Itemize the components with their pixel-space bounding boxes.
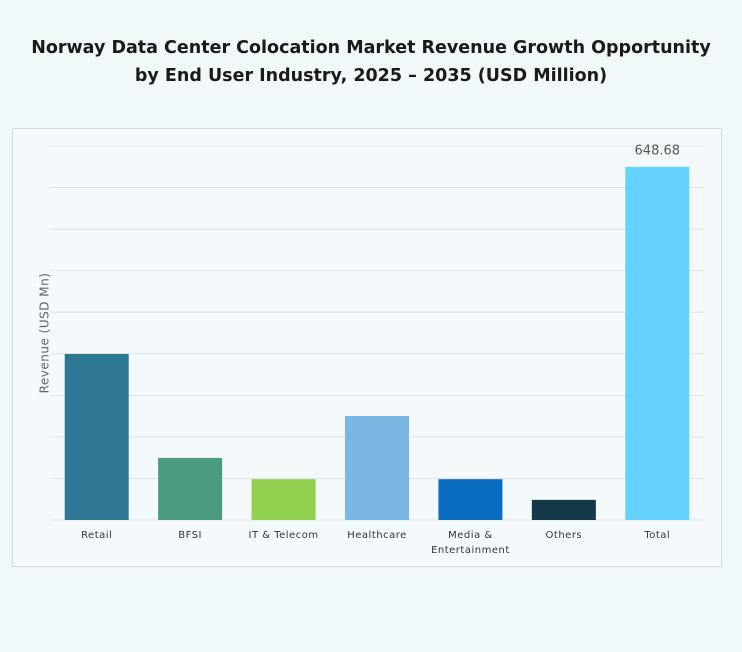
x-tick-label: Healthcare	[347, 530, 407, 541]
x-tick-label: Retail	[81, 530, 113, 541]
bar	[64, 353, 129, 520]
x-tick-label: BFSI	[178, 530, 202, 541]
x-tick-label: Total	[644, 530, 671, 541]
value-label: 648.68	[635, 143, 681, 158]
x-tick-label: IT & Telecom	[248, 530, 319, 541]
chart-title: Norway Data Center Colocation Market Rev…	[31, 38, 711, 86]
bar	[625, 166, 690, 520]
bar	[345, 416, 409, 520]
x-tick-label: Others	[545, 530, 583, 541]
y-axis-label: Revenue (USD Mn)	[38, 273, 52, 394]
bar	[438, 479, 503, 520]
bar	[158, 457, 223, 520]
bar	[531, 499, 596, 520]
bar	[251, 479, 316, 520]
x-tick-label: Media & Entertainment	[431, 530, 510, 556]
